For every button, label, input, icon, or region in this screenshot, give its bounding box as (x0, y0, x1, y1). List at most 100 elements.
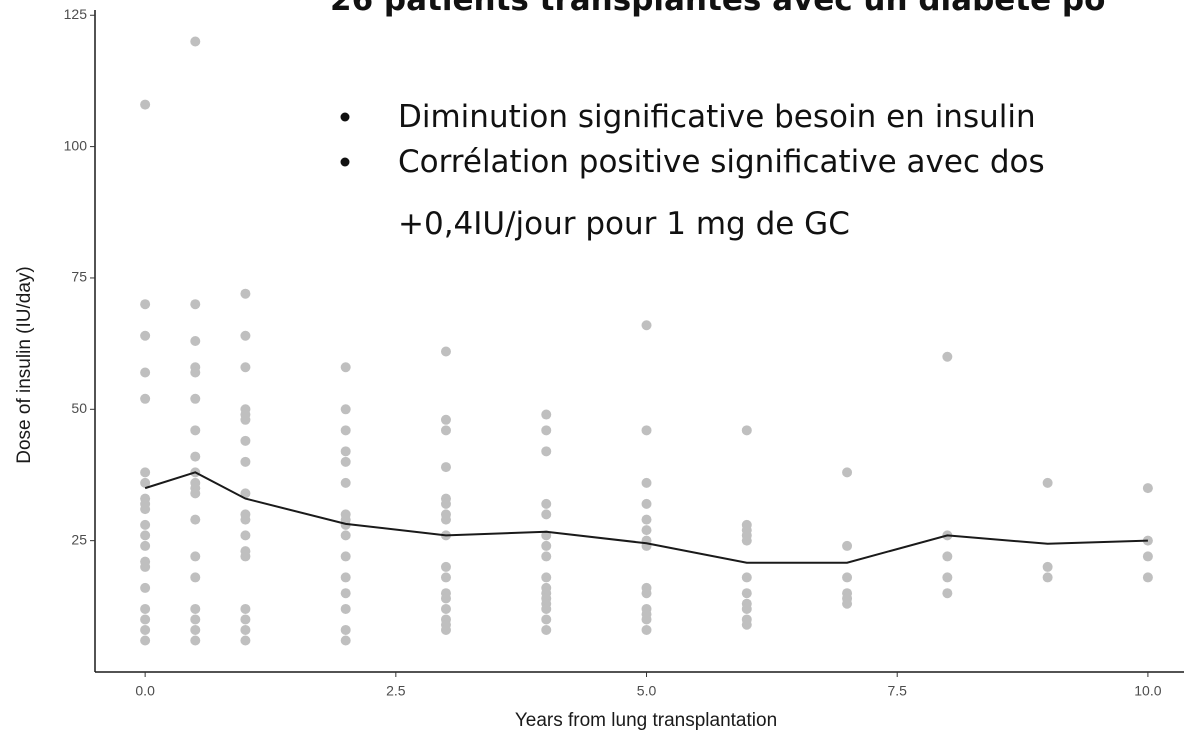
point (942, 351, 953, 362)
point (140, 635, 151, 646)
point (942, 572, 953, 583)
point (190, 367, 201, 378)
point (741, 572, 752, 583)
point (240, 288, 251, 299)
bullet (340, 157, 350, 167)
point (140, 330, 151, 341)
y-axis-label: Dose of insulin (IU/day) (14, 266, 35, 463)
point (240, 624, 251, 635)
point (942, 588, 953, 599)
point (340, 551, 351, 562)
point (541, 624, 552, 635)
annotation: Diminution significative besoin en insul… (398, 99, 1036, 135)
point (842, 598, 853, 609)
y-tick-label: 25 (71, 531, 87, 547)
point (641, 624, 652, 635)
point (541, 425, 552, 436)
point (190, 36, 201, 47)
point (240, 456, 251, 467)
point (340, 635, 351, 646)
point (641, 498, 652, 509)
point (190, 635, 201, 646)
y-tick-label: 75 (71, 269, 87, 285)
point (541, 551, 552, 562)
point (190, 514, 201, 525)
point (942, 551, 953, 562)
annotation: Corrélation positive significative avec … (398, 144, 1045, 180)
point (541, 614, 552, 625)
point (440, 425, 451, 436)
point (440, 414, 451, 425)
point (440, 498, 451, 509)
x-tick-label: 5.0 (637, 683, 657, 699)
x-tick-label: 10.0 (1134, 683, 1161, 699)
point (190, 451, 201, 462)
point (340, 446, 351, 457)
point (641, 320, 652, 331)
point (541, 446, 552, 457)
point (240, 551, 251, 562)
point (240, 435, 251, 446)
point (1042, 572, 1053, 583)
point (641, 588, 652, 599)
point (541, 498, 552, 509)
point (741, 535, 752, 546)
point (1042, 477, 1053, 488)
point (240, 530, 251, 541)
point (1142, 572, 1153, 583)
point (240, 414, 251, 425)
point (340, 530, 351, 541)
point (140, 530, 151, 541)
point (340, 588, 351, 599)
point (240, 614, 251, 625)
point (541, 603, 552, 614)
point (340, 477, 351, 488)
point (340, 404, 351, 415)
point (1142, 483, 1153, 494)
point (440, 572, 451, 583)
point (140, 540, 151, 551)
point (842, 467, 853, 478)
point (190, 425, 201, 436)
point (641, 614, 652, 625)
point (541, 540, 552, 551)
x-tick-label: 0.0 (135, 683, 155, 699)
point (340, 572, 351, 583)
point (842, 572, 853, 583)
x-tick-label: 2.5 (386, 683, 406, 699)
point (440, 514, 451, 525)
y-tick-label: 50 (71, 400, 87, 416)
point (140, 614, 151, 625)
point (240, 603, 251, 614)
point (842, 540, 853, 551)
point (140, 367, 151, 378)
point (240, 514, 251, 525)
point (190, 624, 201, 635)
point (140, 393, 151, 404)
point (641, 425, 652, 436)
point (190, 551, 201, 562)
chart-title: 26 patients transplantés avec un diabète… (330, 0, 1105, 18)
x-tick-label: 7.5 (887, 683, 907, 699)
point (741, 603, 752, 614)
point (1142, 551, 1153, 562)
point (140, 624, 151, 635)
point (440, 462, 451, 473)
point (140, 561, 151, 572)
point (190, 299, 201, 310)
point (190, 603, 201, 614)
point (140, 99, 151, 110)
point (140, 504, 151, 515)
point (340, 425, 351, 436)
point (340, 603, 351, 614)
annotation: +0,4IU/jour pour 1 mg de GC (398, 206, 850, 242)
point (641, 514, 652, 525)
point (1042, 561, 1053, 572)
point (440, 561, 451, 572)
point (340, 624, 351, 635)
bullet (340, 112, 350, 122)
point (541, 509, 552, 520)
point (140, 467, 151, 478)
